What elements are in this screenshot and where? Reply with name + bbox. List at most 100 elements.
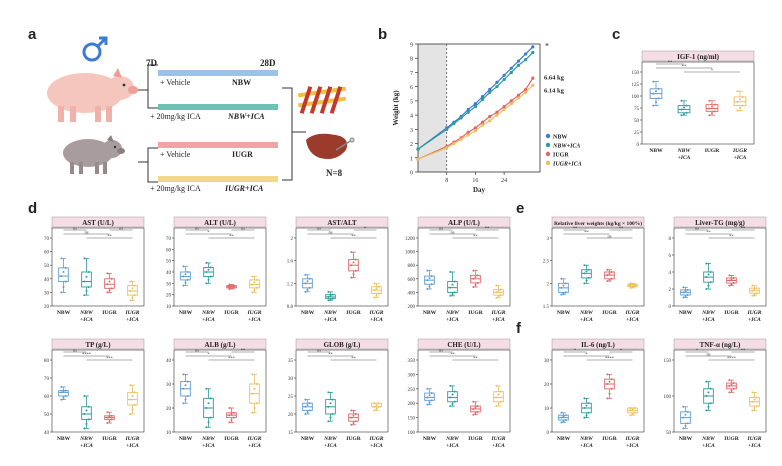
group-label: NBW bbox=[701, 436, 716, 442]
data-point bbox=[709, 271, 712, 273]
group-label: IUGR bbox=[625, 436, 640, 442]
significance-label: ns bbox=[328, 229, 332, 234]
data-point bbox=[449, 294, 452, 297]
data-point bbox=[62, 396, 65, 399]
significance-label: * bbox=[364, 225, 367, 230]
data-point bbox=[684, 424, 687, 427]
significance-label: ns bbox=[439, 225, 443, 230]
data-point bbox=[751, 391, 754, 394]
data-point bbox=[251, 392, 254, 395]
y-tick-label: 6 bbox=[410, 85, 413, 91]
data-point bbox=[583, 407, 586, 409]
data-point bbox=[606, 274, 609, 277]
plot-frame bbox=[173, 349, 267, 433]
data-point bbox=[377, 285, 380, 288]
data-point bbox=[451, 283, 454, 286]
data-point bbox=[685, 104, 688, 107]
data-point bbox=[755, 292, 758, 295]
data-point bbox=[524, 87, 528, 92]
data-point bbox=[753, 288, 756, 291]
y-tick-label: 0 bbox=[669, 305, 672, 310]
data-point bbox=[327, 290, 330, 293]
data-point bbox=[753, 398, 756, 401]
data-point bbox=[472, 400, 475, 403]
data-point bbox=[205, 426, 208, 429]
data-point bbox=[472, 277, 475, 280]
data-point bbox=[755, 287, 758, 290]
data-point bbox=[459, 137, 463, 141]
y-tick-label: 1.2 bbox=[287, 282, 294, 287]
data-point bbox=[352, 261, 355, 264]
group-label: +ICA bbox=[370, 317, 383, 323]
significance-label: ** bbox=[741, 347, 746, 352]
data-point bbox=[686, 422, 689, 425]
data-point bbox=[327, 391, 330, 394]
data-point bbox=[304, 273, 307, 276]
data-point bbox=[495, 110, 499, 114]
data-point bbox=[85, 275, 88, 278]
liver-icon bbox=[306, 133, 355, 159]
data-point bbox=[453, 291, 456, 294]
box-iqr bbox=[447, 281, 458, 293]
data-point bbox=[110, 414, 113, 417]
data-point bbox=[606, 383, 609, 385]
data-point bbox=[631, 286, 634, 289]
group-label: IUGR bbox=[491, 436, 506, 442]
group-label: +ICA bbox=[748, 443, 761, 449]
data-point bbox=[129, 290, 132, 293]
data-point bbox=[739, 107, 741, 109]
data-point bbox=[466, 133, 470, 137]
data-point bbox=[205, 271, 208, 273]
significance-label: ns bbox=[439, 347, 443, 352]
group-label: +ICA bbox=[202, 443, 215, 449]
data-point bbox=[453, 390, 456, 393]
data-point bbox=[350, 423, 353, 426]
group-label: IUGR bbox=[102, 436, 118, 442]
data-point bbox=[685, 111, 688, 114]
group-label: +ICA bbox=[126, 317, 139, 323]
data-point bbox=[207, 278, 210, 281]
data-point bbox=[133, 284, 136, 287]
data-point bbox=[377, 292, 380, 295]
group-label: NBW bbox=[323, 310, 338, 316]
data-point bbox=[205, 407, 208, 409]
data-point bbox=[587, 276, 590, 279]
data-point bbox=[60, 275, 63, 278]
data-point bbox=[488, 119, 492, 123]
data-point bbox=[753, 407, 756, 410]
data-point bbox=[583, 272, 586, 275]
data-point bbox=[472, 269, 475, 272]
significance-label: ns bbox=[84, 229, 88, 234]
group-label: +ICA bbox=[446, 443, 459, 449]
nbw-ica-treatment-label: + 20mg/kg ICA bbox=[150, 112, 201, 121]
data-point bbox=[352, 273, 355, 276]
data-point bbox=[306, 288, 309, 291]
data-point bbox=[106, 283, 109, 286]
group-label: IUGR bbox=[491, 310, 506, 316]
y-tick-label: 10 bbox=[166, 431, 172, 436]
group-label: IUGR bbox=[102, 310, 118, 316]
group-label: NBW bbox=[57, 310, 71, 316]
data-point bbox=[606, 268, 609, 271]
data-point bbox=[495, 291, 498, 294]
data-point bbox=[428, 277, 431, 280]
title-strip bbox=[173, 338, 267, 350]
data-point bbox=[732, 282, 735, 285]
data-point bbox=[304, 398, 307, 401]
y-tick-label: 5 bbox=[410, 99, 413, 105]
data-point bbox=[308, 277, 311, 280]
data-point bbox=[182, 387, 185, 390]
data-point bbox=[331, 297, 334, 300]
data-point bbox=[230, 419, 233, 421]
y-tick-label: 300 bbox=[408, 373, 416, 378]
group-label: +ICA bbox=[734, 155, 747, 161]
data-point bbox=[449, 384, 452, 387]
data-point bbox=[110, 418, 113, 421]
significance-label: ns bbox=[450, 229, 454, 234]
data-point bbox=[608, 392, 611, 395]
data-point bbox=[251, 291, 254, 294]
nbw-ica-treatment-bar bbox=[158, 104, 278, 110]
